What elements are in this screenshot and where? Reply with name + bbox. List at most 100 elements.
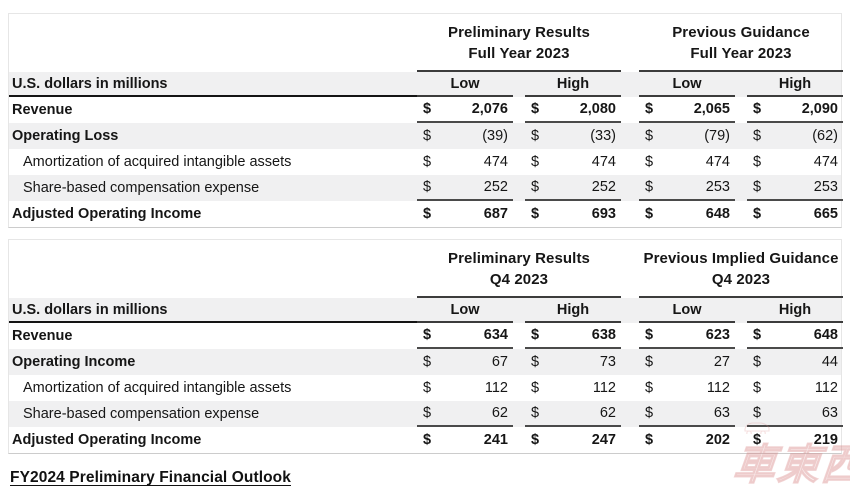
currency-symbol: $ xyxy=(645,101,654,117)
currency-symbol: $ xyxy=(645,327,654,343)
value-cell: $253 xyxy=(639,175,735,201)
group-previous-guidance: Previous Guidance Full Year 2023 xyxy=(639,18,843,72)
currency-symbol: $ xyxy=(531,405,540,421)
value-cell: $ (62) xyxy=(747,123,843,149)
currency-symbol: $ xyxy=(423,101,432,117)
currency-symbol: $ xyxy=(645,380,654,396)
currency-symbol: $ xyxy=(423,405,432,421)
value-cell: $ (39) xyxy=(417,123,513,149)
currency-symbol: $ xyxy=(531,380,540,396)
value-cell: $241 xyxy=(417,427,513,453)
value: 474 xyxy=(705,154,730,170)
group-preliminary-results: Preliminary Results Q4 2023 xyxy=(417,244,621,298)
value: 474 xyxy=(483,154,508,170)
value-cell: $112 xyxy=(639,375,735,401)
currency-symbol: $ xyxy=(753,128,762,144)
value: 252 xyxy=(483,179,508,195)
value: 648 xyxy=(705,206,730,222)
value: 474 xyxy=(591,154,616,170)
value-cell: $112 xyxy=(417,375,513,401)
row-operating-result: Operating Loss $ (39) $ (33) $ (79) $ (62) xyxy=(9,123,841,149)
group-title-line2: Full Year 2023 xyxy=(690,45,792,62)
currency-symbol: $ xyxy=(531,179,540,195)
value: 62 xyxy=(599,405,616,421)
row-amortization: Amortization of acquired intangible asse… xyxy=(9,375,841,401)
value-cell: $202 xyxy=(639,427,735,453)
value: 687 xyxy=(483,206,508,222)
q4-2023-table: Preliminary Results Q4 2023 Previous Impli… xyxy=(8,239,843,454)
currency-symbol: $ xyxy=(645,405,654,421)
currency-symbol: $ xyxy=(531,101,540,117)
currency-symbol: $ xyxy=(645,128,654,144)
value-cell: $648 xyxy=(747,323,843,349)
group-header-row: Preliminary Results Q4 2023 Previous Impli… xyxy=(9,240,843,298)
value-cell: $247 xyxy=(525,427,621,453)
value: 73 xyxy=(599,354,616,370)
currency-symbol: $ xyxy=(753,380,762,396)
value: 44 xyxy=(821,354,838,370)
value-cell: $687 xyxy=(417,201,513,227)
currency-symbol: $ xyxy=(423,327,432,343)
currency-symbol: $ xyxy=(645,179,654,195)
value-cell: $63 xyxy=(747,401,843,427)
currency-symbol: $ xyxy=(753,154,762,170)
value: 63 xyxy=(713,405,730,421)
row-label: Adjusted Operating Income xyxy=(12,432,202,448)
value: 648 xyxy=(813,327,838,343)
value-cell: $112 xyxy=(525,375,621,401)
row-adjusted-operating-income: Adjusted Operating Income $687 $693 $648 $66… xyxy=(9,201,841,227)
value: 693 xyxy=(591,206,616,222)
value: 665 xyxy=(813,206,838,222)
value: 2,090 xyxy=(801,101,838,117)
group-title-line1: Preliminary Results xyxy=(448,24,590,41)
value: 2,065 xyxy=(693,101,730,117)
fy2024-outlook-link[interactable]: FY2024 Preliminary Financial Outlook xyxy=(10,469,291,486)
currency-symbol: $ xyxy=(753,101,762,117)
value-cell: $474 xyxy=(417,149,513,175)
value: 112 xyxy=(814,380,838,396)
value-cell: $112 xyxy=(747,375,843,401)
currency-symbol: $ xyxy=(531,128,540,144)
column-header-low: Low xyxy=(417,298,513,323)
group-title-line2: Q4 2023 xyxy=(711,271,771,288)
currency-symbol: $ xyxy=(645,154,654,170)
value-cell: $67 xyxy=(417,349,513,375)
units-row: U.S. dollars in millions Low High Low High xyxy=(9,72,843,97)
group-title-line1: Previous Implied Guidance xyxy=(643,250,839,267)
value-cell: $27 xyxy=(639,349,735,375)
column-header-low: Low xyxy=(639,298,735,323)
value-cell: $474 xyxy=(747,149,843,175)
column-header-low: Low xyxy=(639,72,735,97)
value-cell: $2,090 xyxy=(747,97,843,123)
column-header-high: High xyxy=(747,72,843,97)
currency-symbol: $ xyxy=(531,432,540,448)
value-cell: $ (79) xyxy=(639,123,735,149)
value: 247 xyxy=(591,432,616,448)
row-revenue: Revenue $2,076 $2,080 $2,065 $2,090 xyxy=(9,97,843,123)
group-title-line2: Full Year 2023 xyxy=(468,45,570,62)
column-header-high: High xyxy=(747,298,843,323)
currency-symbol: $ xyxy=(753,432,762,448)
value: 253 xyxy=(705,179,730,195)
currency-symbol: $ xyxy=(753,327,762,343)
row-operating-result: Operating Income $67 $73 $27 $44 xyxy=(9,349,841,375)
value: 112 xyxy=(592,380,616,396)
value-cell: $219 xyxy=(747,427,843,453)
row-label: Operating Income xyxy=(12,354,136,370)
currency-symbol: $ xyxy=(531,206,540,222)
value: 27 xyxy=(713,354,730,370)
currency-symbol: $ xyxy=(753,179,762,195)
value: 252 xyxy=(591,179,616,195)
column-header-high: High xyxy=(525,72,621,97)
value: 2,076 xyxy=(471,101,508,117)
value: 253 xyxy=(813,179,838,195)
value: 63 xyxy=(821,405,838,421)
value: 202 xyxy=(705,432,730,448)
value-cell: $63 xyxy=(639,401,735,427)
value-cell: $2,076 xyxy=(417,97,513,123)
value-cell: $ (33) xyxy=(525,123,621,149)
value-cell: $648 xyxy=(639,201,735,227)
column-header-low: Low xyxy=(417,72,513,97)
value-cell: $2,080 xyxy=(525,97,621,123)
value: (39) xyxy=(482,128,508,144)
